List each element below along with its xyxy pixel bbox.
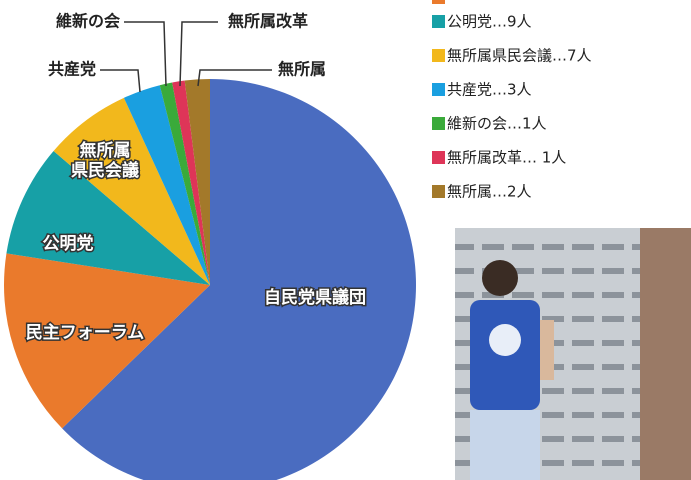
slice-label: 共産党 [48, 60, 96, 79]
pie-slice [172, 80, 210, 286]
legend-swatch [432, 185, 445, 198]
legend-label: 無所属改革… 1人 [447, 149, 566, 167]
pie-slice [123, 85, 210, 285]
pie-slice [53, 97, 210, 285]
legend-label: 維新の会…1人 [447, 115, 547, 133]
photo [455, 228, 691, 480]
pie [3, 79, 416, 480]
slice-label: 無所属改革 [228, 12, 308, 31]
slice-label: 維新の会 [56, 12, 120, 31]
legend-swatch [432, 151, 445, 164]
pie-slice [6, 150, 211, 285]
pie-slice [3, 253, 210, 429]
legend-swatch [432, 117, 445, 130]
leader-line [124, 21, 167, 87]
legend-swatch [432, 0, 445, 4]
slice-label: 県民会議 [71, 160, 139, 181]
legend-label: 無所属県民会議…7人 [447, 47, 592, 65]
slice-label: 無所属 [278, 60, 326, 79]
legend-swatch [432, 83, 445, 96]
leader-line [179, 21, 218, 87]
leader-line [197, 69, 272, 87]
legend-swatch [432, 15, 445, 28]
slice-label: 無所属 [80, 140, 131, 161]
slice-label: 公明党 [43, 233, 94, 254]
pie-slice [159, 82, 210, 285]
legend-swatch [432, 49, 445, 62]
legend-label: 共産党…3人 [447, 81, 532, 99]
legend-label: 公明党…9人 [447, 13, 532, 31]
leader-line [100, 69, 141, 93]
pie-slice [62, 79, 416, 480]
legend-label: 無所属…2人 [447, 183, 532, 201]
pie-slice [184, 79, 210, 285]
slice-label: 自民党県議団 [264, 287, 366, 308]
slice-label: 民主フォーラム [26, 322, 145, 343]
